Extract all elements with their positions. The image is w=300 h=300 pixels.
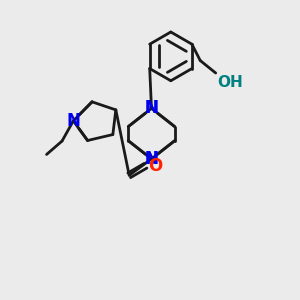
- Text: N: N: [66, 112, 80, 130]
- Text: OH: OH: [217, 74, 243, 89]
- Text: N: N: [145, 99, 158, 117]
- Text: O: O: [148, 157, 162, 175]
- Text: N: N: [145, 150, 158, 168]
- Text: N: N: [145, 150, 158, 168]
- Text: N: N: [145, 99, 158, 117]
